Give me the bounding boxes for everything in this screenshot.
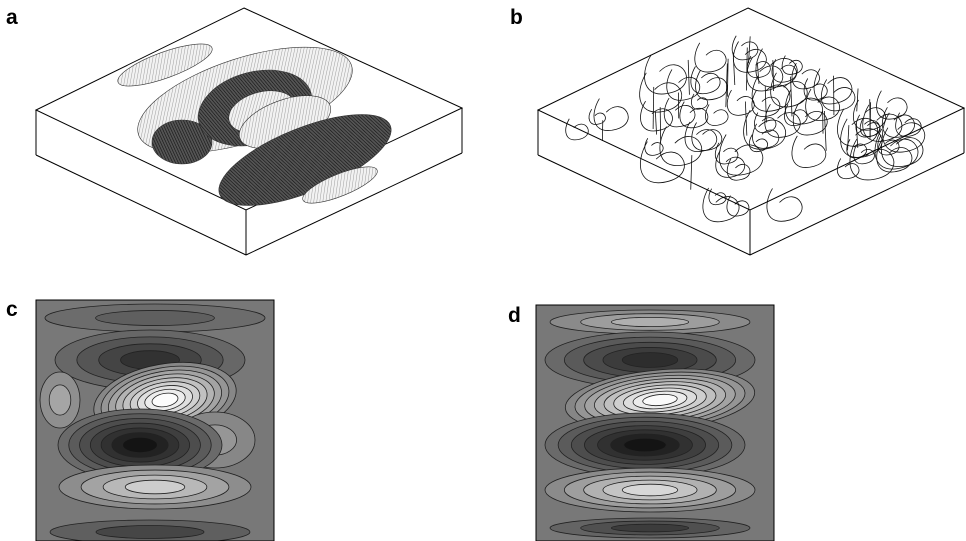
trajectory (691, 94, 707, 109)
contour (123, 437, 158, 452)
panel-label: c (6, 298, 18, 321)
trajectory (692, 123, 722, 151)
trajectory (733, 53, 735, 86)
trajectory (882, 107, 914, 137)
panel-label: d (508, 304, 521, 327)
panel-label: b (510, 6, 523, 29)
contour (49, 385, 71, 415)
trajectory (847, 139, 867, 158)
trajectory (752, 76, 790, 111)
trajectory (696, 70, 728, 100)
figure: a b c d (0, 0, 966, 541)
trajectory (757, 63, 759, 84)
trajectory (848, 125, 849, 150)
trajectory (792, 136, 826, 168)
trajectory (854, 144, 875, 163)
trajectory (857, 88, 858, 111)
trajectory (640, 73, 682, 112)
trajectory (705, 104, 728, 125)
trajectory (732, 36, 758, 60)
contour (125, 480, 185, 494)
trajectory (765, 104, 800, 137)
trajectory (719, 134, 763, 175)
contour (611, 524, 688, 532)
trajectory (709, 189, 726, 205)
trajectory (746, 47, 747, 90)
contour (96, 526, 204, 539)
trajectory (653, 87, 654, 129)
trajectory (660, 127, 702, 166)
contour (622, 353, 677, 368)
trajectory (744, 110, 786, 149)
panel-label: a (6, 6, 18, 29)
trajectory (594, 99, 628, 131)
trajectory (667, 69, 700, 100)
panel-a (36, 8, 462, 255)
isosurfaces (114, 25, 403, 224)
trajectory (645, 55, 687, 94)
contour (611, 317, 688, 326)
panel-c (36, 300, 274, 541)
trajectory (691, 155, 692, 190)
contour (622, 484, 677, 496)
contour (96, 310, 215, 325)
trajectory (695, 43, 726, 72)
contour (624, 438, 666, 452)
trajectory (566, 119, 589, 140)
panel-b (538, 8, 964, 255)
panel-d (536, 305, 774, 541)
trajectory (640, 142, 684, 183)
trajectory (745, 102, 746, 136)
trajectory (727, 90, 754, 115)
